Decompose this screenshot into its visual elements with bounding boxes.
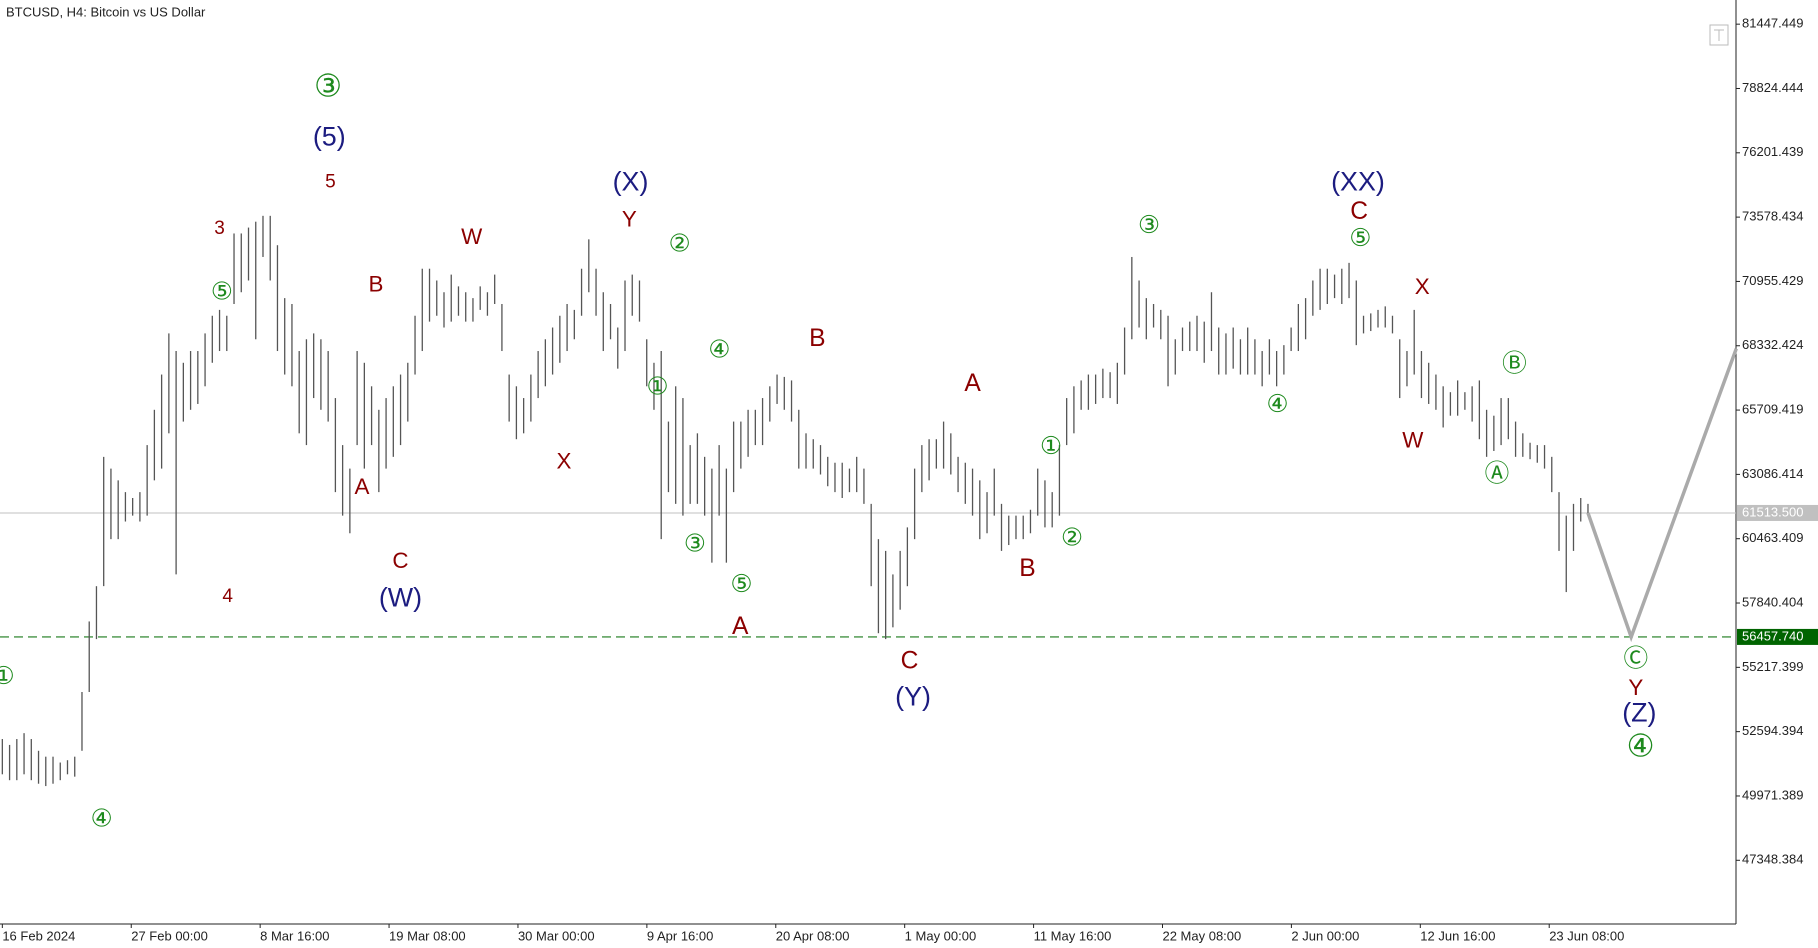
wave-label: 5 [325,171,336,192]
x-tick-label: 16 Feb 2024 [2,928,75,943]
y-tick-label: 65709.419 [1742,402,1803,417]
wave-label: ④ [1626,728,1654,763]
price-bars [1,215,1589,787]
wave-label: A [354,474,369,499]
wave-label: W [461,224,483,249]
y-tick-label: 55217.399 [1742,659,1803,674]
chart-title: BTCUSD, H4: Bitcoin vs US Dollar [6,4,206,19]
y-tick-label: 81447.449 [1742,16,1803,31]
wave-label: ④ [91,806,113,833]
y-tick-label: 49971.389 [1742,787,1803,802]
wave-label: X [556,448,571,473]
wave-label: A [964,370,981,397]
x-tick-label: 20 Apr 08:00 [776,928,850,943]
wave-label: B [809,325,825,352]
y-tick-label: 63086.414 [1742,466,1803,481]
wave-label: A [732,613,749,640]
wave-label: W [1402,427,1424,452]
wave-label: (XX) [1331,167,1385,197]
wave-label: Ⓒ [1624,644,1649,672]
wave-label: C [1350,198,1368,225]
y-tick-label: 78824.444 [1742,80,1803,95]
x-tick-label: 2 Jun 00:00 [1291,928,1359,943]
y-tick-label: 52594.394 [1742,723,1803,738]
x-tick-label: 23 Jun 08:00 [1549,928,1624,943]
wave-label: ③ [684,530,706,557]
wave-label: (X) [613,167,649,197]
wave-label: Ⓑ [1502,349,1527,377]
wave-label: B [1019,555,1035,582]
forecast-line [1586,348,1738,643]
wave-label: Ⓐ [1485,460,1510,488]
y-tick-label: 73578.434 [1742,209,1803,224]
wave-label: C [392,548,408,573]
wave-label: (Z) [1622,698,1656,728]
wave-label: ③ [1138,212,1160,239]
bid-tag-label: 61513.500 [1742,504,1803,519]
x-tick-label: 1 May 00:00 [905,928,977,943]
y-tick-label: 68332.424 [1742,337,1803,352]
wave-label: 3 [214,218,225,239]
wave-label: X [1415,274,1430,299]
y-tick-label: 76201.439 [1742,144,1803,159]
wave-label: (W) [379,583,422,613]
x-tick-label: 22 May 08:00 [1162,928,1241,943]
x-tick-label: 11 May 16:00 [1034,928,1112,943]
x-tick-label: 27 Feb 00:00 [131,928,208,943]
wave-label: (Y) [895,681,931,711]
y-tick-label: 47348.384 [1742,852,1803,867]
wave-label: 4 [222,586,233,607]
tool-icon[interactable] [1709,24,1729,46]
y-tick-label: 57840.404 [1742,594,1803,609]
level-tag [1737,628,1818,645]
level-tag-label: 56457.740 [1742,628,1803,643]
x-tick-label: 19 Mar 08:00 [389,928,466,943]
wave-label: ③ [314,69,342,104]
wave-label: C [901,648,919,675]
y-tick-label: 70955.429 [1742,273,1803,288]
wave-label: B [369,272,384,297]
wave-label: ② [669,231,691,258]
wave-label: ④ [708,336,730,363]
x-tick-label: 30 Mar 00:00 [518,928,595,943]
x-tick-label: 12 Jun 16:00 [1420,928,1495,943]
wave-label: (5) [313,121,346,151]
wave-label: ⑤ [1349,225,1371,252]
wave-label: ④ [1266,391,1288,418]
y-tick-label: 60463.409 [1742,530,1803,545]
wave-label: ⑤ [211,278,233,305]
wave-label: ① [646,374,668,401]
wave-label: ① [0,663,15,690]
wave-label: Y [1628,675,1643,700]
wave-label: ① [1040,433,1062,460]
bid-tag [1737,504,1818,521]
x-tick-label: 8 Mar 16:00 [260,928,329,943]
wave-label: ② [1061,525,1083,552]
x-tick-label: 9 Apr 16:00 [647,928,714,943]
wave-label: ⑤ [730,571,752,598]
wave-label: Y [622,207,637,232]
